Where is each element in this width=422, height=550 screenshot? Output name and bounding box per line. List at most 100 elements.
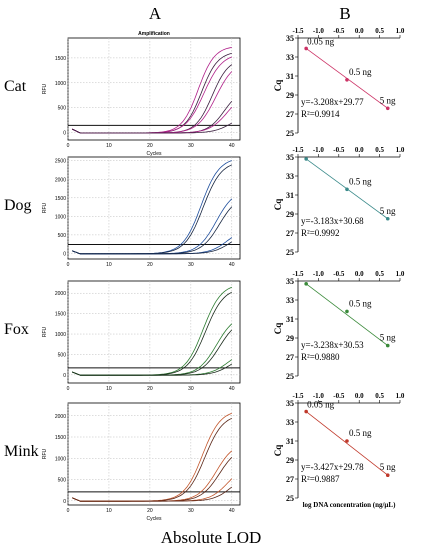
y-axis-label: Cq: [273, 445, 283, 457]
standard-curve-fox: 25 27 29 31 33 35-1.5 -1.0 -0.5 0.0 0.5 1.0 Cq 0.5 n…: [273, 270, 405, 381]
x-tick-label: 0.0: [355, 27, 364, 35]
y-tick-label: 500: [58, 478, 67, 484]
y-tick-label: 2000: [55, 177, 66, 183]
data-point: [385, 106, 390, 111]
y-tick-label: 2000: [55, 291, 66, 297]
x-tick-label: 10: [106, 262, 112, 268]
x-tick-label: -0.5: [333, 270, 345, 278]
regression-line: [305, 411, 389, 476]
point-label: 5 ng: [380, 333, 396, 343]
x-tick-label: -0.5: [333, 27, 345, 35]
y-tick-label: 29: [286, 334, 294, 343]
x-tick-label: 0.5: [375, 146, 384, 154]
x-tick-label: 1.0: [396, 392, 405, 400]
x-tick-label: -1.0: [313, 146, 325, 154]
x-tick-label: 0.5: [375, 392, 384, 400]
y-tick-label: 1000: [55, 214, 66, 220]
regression-line: [305, 283, 389, 346]
y-tick-label: 33: [286, 172, 294, 181]
x-tick-label: 10: [106, 143, 112, 149]
y-tick-label: 27: [286, 475, 294, 484]
x-tick-label: 10: [106, 508, 112, 514]
x-tick-label: -1.5: [292, 146, 304, 154]
x-tick-label: 20: [147, 508, 153, 514]
point-label: 0.5 ng: [349, 428, 372, 438]
x-tick-label: 0.5: [375, 270, 384, 278]
regression-equation: y=-3.183x+30.68: [301, 216, 364, 226]
data-point: [345, 78, 349, 82]
amplification-curve: [71, 122, 232, 134]
data-point: [385, 216, 390, 221]
data-point: [345, 309, 349, 314]
x-tick-label: -1.5: [292, 392, 304, 400]
data-point: [304, 157, 308, 161]
y-tick-label: 500: [58, 352, 67, 358]
amplification-curve: [71, 486, 233, 502]
y-tick-label: 27: [286, 110, 294, 119]
x-tick-label: 0.0: [355, 392, 364, 400]
r-squared: R²=0.9992: [301, 228, 340, 238]
y-tick-label: 31: [286, 72, 294, 81]
point-label: 5 ng: [380, 462, 396, 472]
species-label: Dog: [4, 197, 32, 214]
y-tick-label: 1000: [55, 332, 66, 338]
x-tick-label: -1.0: [313, 270, 325, 278]
y-tick-label: 500: [58, 106, 67, 112]
r-squared: R²=0.9880: [301, 352, 340, 362]
point-label: 0.05 ng: [307, 400, 335, 410]
r-squared: R²=0.9887: [301, 474, 340, 484]
data-point: [304, 282, 308, 286]
panel-b-label: B: [339, 4, 350, 23]
y-tick-label: 25: [286, 129, 294, 138]
y-tick-label: 1500: [55, 196, 66, 202]
y-tick-label: 35: [286, 277, 294, 286]
x-tick-label: 0.0: [355, 270, 364, 278]
amp-chart-dog: Dog 0 10 20 30 40 0 500 1000 1500 2000 2500 RFU: [4, 156, 241, 268]
data-point: [345, 187, 349, 192]
x-tick-label: 30: [188, 143, 194, 149]
x-tick-label: 30: [188, 508, 194, 514]
y-tick-label: 0: [63, 373, 66, 379]
y-tick-label: 25: [286, 494, 294, 503]
y-tick-label: 31: [286, 437, 294, 446]
y-tick-label: 33: [286, 53, 294, 62]
y-tick-label: 33: [286, 296, 294, 305]
y-tick-label: 1000: [55, 81, 66, 87]
x-tick-label: 1.0: [396, 146, 405, 154]
y-axis-label: RFU: [42, 448, 48, 459]
y-tick-label: 0: [63, 499, 66, 505]
data-point: [304, 46, 308, 51]
species-label: Mink: [4, 443, 39, 460]
y-tick-label: 25: [286, 372, 294, 381]
y-axis-label: RFU: [42, 202, 48, 213]
data-point: [385, 473, 390, 478]
y-tick-label: 0: [63, 131, 66, 137]
y-tick-label: 500: [58, 233, 67, 239]
x-tick-label: 1.0: [396, 270, 405, 278]
y-tick-label: 2500: [55, 159, 66, 165]
amp-chart-cat: Cat 0 10 20 30 40 0 500 1000 1500 Amplification Cyc…: [4, 31, 241, 157]
y-tick-label: 29: [286, 210, 294, 219]
x-tick-label: 0.0: [355, 146, 364, 154]
amp-chart-fox: Fox 0 10 20 30 40 0 500 1000 1500 2000 RFU: [4, 280, 241, 392]
point-label: 0.5 ng: [349, 298, 372, 308]
point-label: 0.05 ng: [307, 36, 335, 46]
x-tick-label: -1.5: [292, 270, 304, 278]
x-tick-label: 40: [229, 386, 235, 392]
y-tick-label: 27: [286, 353, 294, 362]
y-axis-label: RFU: [42, 83, 48, 94]
x-tick-label: 0: [67, 262, 70, 268]
panel-a-label: A: [149, 4, 162, 23]
amplification-curve: [71, 363, 233, 376]
x-tick-label: 40: [229, 143, 235, 149]
y-tick-label: 27: [286, 229, 294, 238]
y-tick-label: 25: [286, 248, 294, 257]
plot-frame: [67, 280, 241, 384]
y-tick-label: 1500: [55, 312, 66, 318]
y-axis-label: Cq: [273, 80, 283, 92]
y-tick-label: 1000: [55, 456, 66, 462]
y-tick-label: 35: [286, 399, 294, 408]
point-label: 0.5 ng: [349, 67, 372, 77]
